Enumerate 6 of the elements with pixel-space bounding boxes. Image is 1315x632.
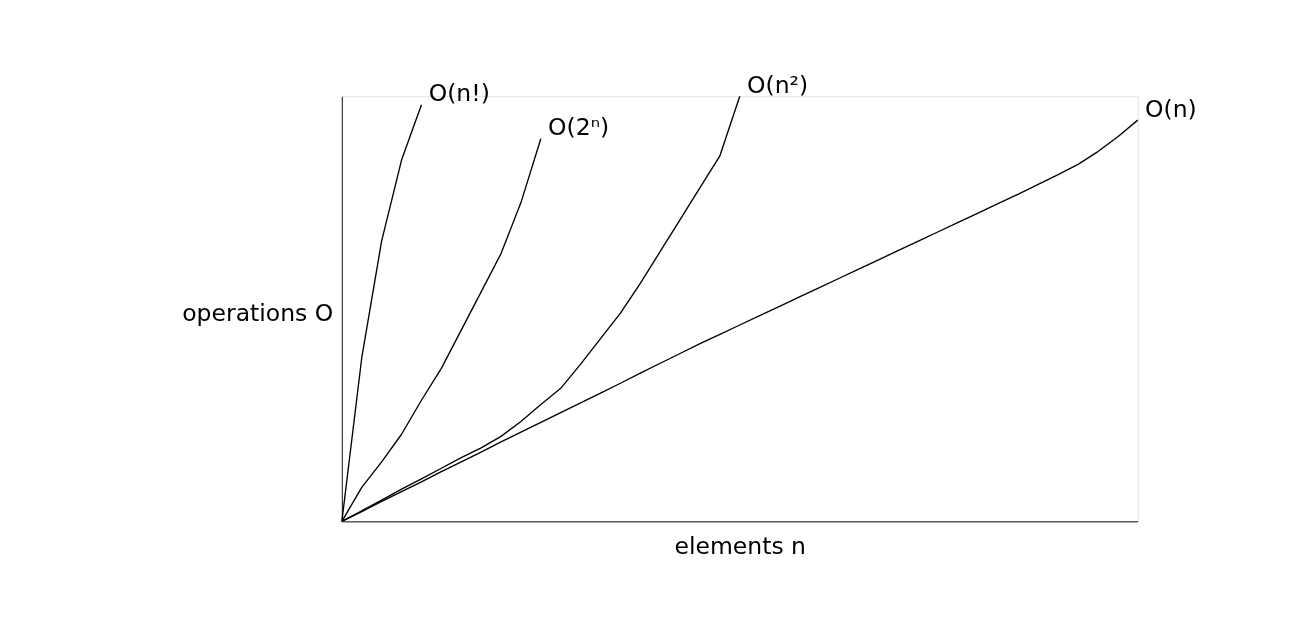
- x-axis-title: elements n: [674, 532, 807, 561]
- series-label: O(n²): [747, 70, 809, 99]
- series-label: O(n): [1144, 94, 1197, 123]
- series-label: O(n!): [428, 79, 490, 108]
- series-label: O(2ⁿ): [548, 113, 610, 142]
- y-axis-title: operations O: [182, 299, 334, 328]
